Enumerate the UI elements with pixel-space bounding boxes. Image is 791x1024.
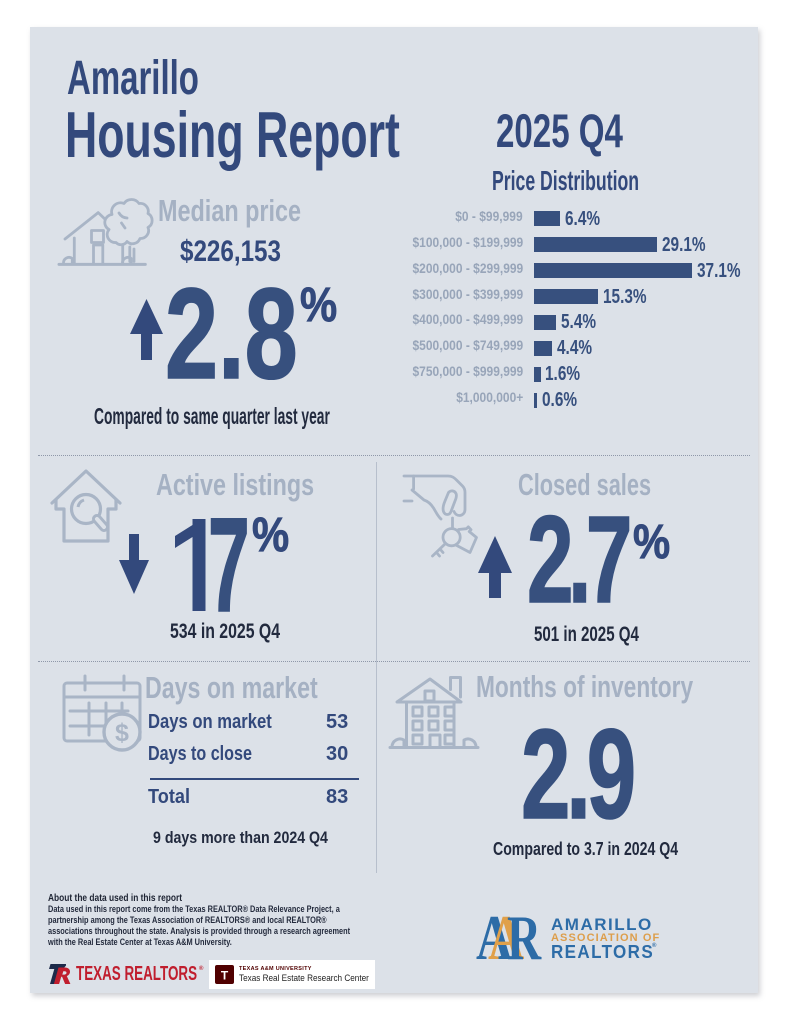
svg-text:$: $ — [115, 719, 129, 747]
svg-text:T: T — [221, 969, 229, 983]
